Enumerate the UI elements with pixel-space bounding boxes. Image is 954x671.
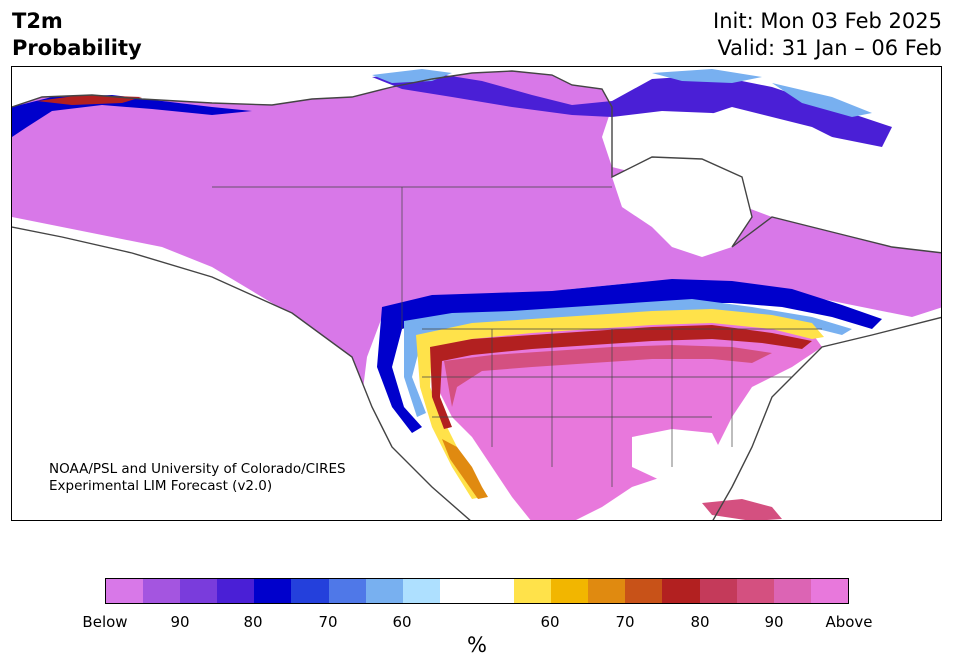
product-label: Probability bbox=[12, 36, 142, 60]
colorbar-swatch bbox=[662, 579, 700, 603]
colorbar-tick-label: 60 bbox=[392, 613, 412, 631]
colorbar-tick-label: 80 bbox=[690, 613, 710, 631]
variable-label: T2m bbox=[12, 9, 63, 33]
colorbar-swatch bbox=[217, 579, 255, 603]
colorbar-swatch bbox=[254, 579, 292, 603]
colorbar-swatch bbox=[773, 579, 811, 603]
state-borders bbox=[212, 186, 822, 487]
colorbar-swatch bbox=[476, 579, 515, 603]
colorbar-tick-label: 70 bbox=[615, 613, 635, 631]
map-panel bbox=[11, 66, 942, 521]
above-yellow-band bbox=[416, 309, 824, 499]
gulf-of-mexico-water bbox=[632, 429, 724, 481]
atlantic-water bbox=[713, 317, 941, 520]
colorbar-swatch bbox=[736, 579, 774, 603]
colorbar-tick-label: 90 bbox=[764, 613, 784, 631]
colorbar-swatch bbox=[588, 579, 626, 603]
colorbar-swatch bbox=[328, 579, 366, 603]
colorbar-swatch bbox=[439, 579, 477, 603]
colorbar-swatch bbox=[810, 579, 848, 603]
coastline bbox=[12, 70, 941, 520]
colorbar-tick-label: Above bbox=[825, 613, 873, 631]
colorbar-swatch bbox=[180, 579, 218, 603]
colorbar-tick-label: 90 bbox=[170, 613, 190, 631]
colorbar-swatch bbox=[625, 579, 663, 603]
colorbar-swatch bbox=[365, 579, 403, 603]
pacific-water bbox=[12, 227, 470, 520]
colorbar-swatch bbox=[291, 579, 329, 603]
date-block: Init: Mon 03 Feb 2025 Valid: 31 Jan – 06… bbox=[713, 8, 942, 62]
init-date: Init: Mon 03 Feb 2025 bbox=[713, 9, 942, 33]
forecast-map bbox=[12, 69, 941, 520]
title-block: T2m Probability bbox=[12, 8, 142, 62]
colorbar-tick-label: 80 bbox=[243, 613, 263, 631]
colorbar-swatch bbox=[402, 579, 440, 603]
above-red-band bbox=[430, 325, 812, 429]
colorbar-unit: % bbox=[467, 633, 487, 657]
baja-orange bbox=[442, 439, 488, 499]
colorbar-swatch bbox=[699, 579, 737, 603]
colorbar-swatch bbox=[514, 579, 552, 603]
credit-text: NOAA/PSL and University of Colorado/CIRE… bbox=[49, 461, 346, 495]
colorbar-tick-label: Below bbox=[82, 613, 128, 631]
colorbar-tick-label: 60 bbox=[540, 613, 560, 631]
colorbar-swatch bbox=[106, 579, 144, 603]
above-pink-band bbox=[444, 345, 772, 407]
greenland-water bbox=[672, 107, 892, 217]
colorbar bbox=[105, 578, 849, 604]
arctic-islands-light bbox=[372, 69, 872, 117]
arctic-islands-blue bbox=[372, 73, 892, 147]
valid-range: Valid: 31 Jan – 06 Feb bbox=[717, 36, 942, 60]
colorbar-swatch bbox=[143, 579, 181, 603]
colorbar-swatch bbox=[551, 579, 589, 603]
alaska-blue-edge bbox=[12, 95, 252, 137]
colorbar-tick-label: 70 bbox=[318, 613, 338, 631]
credit-line-1: NOAA/PSL and University of Colorado/CIRE… bbox=[49, 461, 346, 477]
credit-line-2: Experimental LIM Forecast (v2.0) bbox=[49, 478, 273, 494]
land-north-below bbox=[12, 71, 941, 397]
hudson-bay-water bbox=[612, 157, 752, 257]
